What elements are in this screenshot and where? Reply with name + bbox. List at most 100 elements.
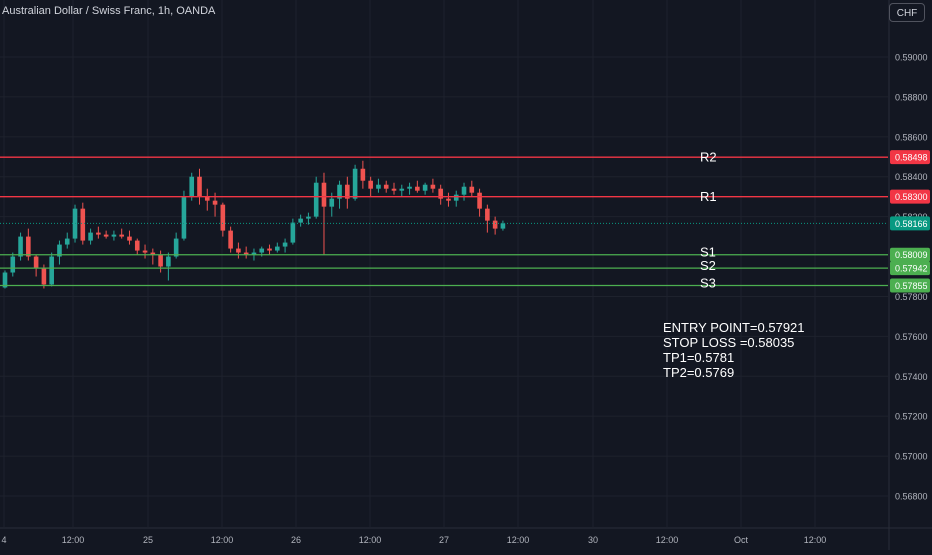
- candle-body[interactable]: [127, 236, 132, 241]
- candle[interactable]: [391, 182, 397, 195]
- candle-body[interactable]: [267, 248, 272, 251]
- candle-body[interactable]: [236, 248, 241, 253]
- candle-body[interactable]: [321, 182, 327, 207]
- candle-body[interactable]: [391, 188, 397, 191]
- candle[interactable]: [189, 172, 195, 201]
- candle-body[interactable]: [492, 220, 498, 229]
- candle-body[interactable]: [204, 196, 210, 201]
- candle-body[interactable]: [119, 234, 124, 237]
- candle-body[interactable]: [430, 184, 436, 189]
- candle[interactable]: [415, 180, 420, 193]
- candle[interactable]: [422, 182, 428, 195]
- candle-body[interactable]: [399, 188, 405, 191]
- candle-body[interactable]: [10, 256, 16, 273]
- candle-body[interactable]: [337, 184, 342, 199]
- candle-body[interactable]: [368, 180, 373, 189]
- candle-body[interactable]: [197, 176, 202, 197]
- candle[interactable]: [267, 244, 272, 255]
- candle-body[interactable]: [251, 252, 257, 255]
- candle-body[interactable]: [446, 198, 451, 201]
- candle[interactable]: [181, 190, 187, 241]
- candle-body[interactable]: [181, 196, 187, 239]
- candle-body[interactable]: [212, 200, 218, 205]
- candle[interactable]: [383, 180, 389, 193]
- candle[interactable]: [469, 180, 475, 197]
- candle-body[interactable]: [259, 248, 265, 253]
- candle-body[interactable]: [96, 232, 101, 235]
- candle-body[interactable]: [33, 256, 39, 269]
- candle[interactable]: [275, 242, 280, 253]
- candle-body[interactable]: [80, 208, 86, 241]
- price-axis[interactable]: 0.590000.588000.586000.584000.582000.578…: [895, 53, 928, 502]
- candle[interactable]: [485, 204, 490, 233]
- candle-body[interactable]: [57, 244, 62, 257]
- candle-body[interactable]: [134, 240, 140, 251]
- level-s2[interactable]: S2: [0, 258, 888, 273]
- candle[interactable]: [492, 216, 498, 235]
- currency-button[interactable]: CHF: [889, 3, 925, 22]
- candle[interactable]: [228, 226, 233, 253]
- candle-body[interactable]: [313, 182, 319, 217]
- candle-body[interactable]: [383, 184, 389, 189]
- candle[interactable]: [49, 252, 54, 287]
- candle-body[interactable]: [345, 184, 350, 199]
- candle-body[interactable]: [329, 198, 335, 207]
- candle[interactable]: [88, 228, 93, 245]
- candle-body[interactable]: [2, 272, 8, 288]
- candle-body[interactable]: [41, 268, 47, 285]
- candle-body[interactable]: [275, 246, 280, 251]
- candle-body[interactable]: [298, 218, 303, 223]
- candle-body[interactable]: [158, 254, 163, 267]
- candle[interactable]: [290, 218, 296, 245]
- level-r1[interactable]: R1: [0, 189, 888, 204]
- candle-body[interactable]: [103, 234, 109, 237]
- time-axis[interactable]: 4 12:00 25 12:00 26 12:00 27 12:00 30 12:00 Oct 12:…: [1, 535, 826, 545]
- candle[interactable]: [158, 250, 163, 273]
- candle-body[interactable]: [438, 188, 443, 199]
- candle[interactable]: [337, 180, 342, 209]
- candle[interactable]: [321, 172, 327, 255]
- candles[interactable]: [2, 160, 506, 289]
- candle-body[interactable]: [461, 186, 467, 195]
- level-r2[interactable]: R2: [0, 150, 888, 165]
- candle-body[interactable]: [282, 242, 288, 247]
- candle[interactable]: [453, 190, 459, 207]
- candle[interactable]: [150, 248, 156, 265]
- candle-body[interactable]: [376, 184, 381, 189]
- candle-body[interactable]: [173, 238, 179, 257]
- candle-body[interactable]: [18, 236, 23, 257]
- candle[interactable]: [26, 228, 31, 261]
- candle[interactable]: [352, 164, 358, 201]
- candle-body[interactable]: [422, 184, 428, 191]
- candle-body[interactable]: [352, 168, 358, 199]
- candle-body[interactable]: [228, 230, 233, 249]
- candle-body[interactable]: [189, 176, 195, 197]
- candle-body[interactable]: [220, 204, 226, 231]
- candle[interactable]: [500, 220, 506, 231]
- candle[interactable]: [306, 212, 311, 225]
- candle[interactable]: [399, 184, 405, 197]
- candle-body[interactable]: [306, 216, 311, 219]
- candle[interactable]: [430, 178, 436, 193]
- candle-body[interactable]: [111, 234, 117, 237]
- candle-body[interactable]: [49, 256, 54, 285]
- candle[interactable]: [220, 202, 226, 237]
- level-s3[interactable]: S3: [0, 275, 888, 290]
- candle[interactable]: [446, 192, 451, 207]
- candle-body[interactable]: [290, 222, 296, 243]
- candle[interactable]: [127, 230, 132, 245]
- candle[interactable]: [313, 176, 319, 219]
- candle-body[interactable]: [142, 250, 148, 253]
- candle-body[interactable]: [477, 192, 482, 209]
- candle[interactable]: [204, 188, 210, 211]
- candle[interactable]: [461, 182, 467, 201]
- candle[interactable]: [197, 168, 202, 205]
- candle[interactable]: [345, 176, 350, 209]
- candle[interactable]: [282, 238, 288, 253]
- candle-body[interactable]: [88, 232, 93, 241]
- candle-body[interactable]: [64, 238, 70, 245]
- candle-body[interactable]: [453, 194, 459, 201]
- candle[interactable]: [438, 184, 443, 205]
